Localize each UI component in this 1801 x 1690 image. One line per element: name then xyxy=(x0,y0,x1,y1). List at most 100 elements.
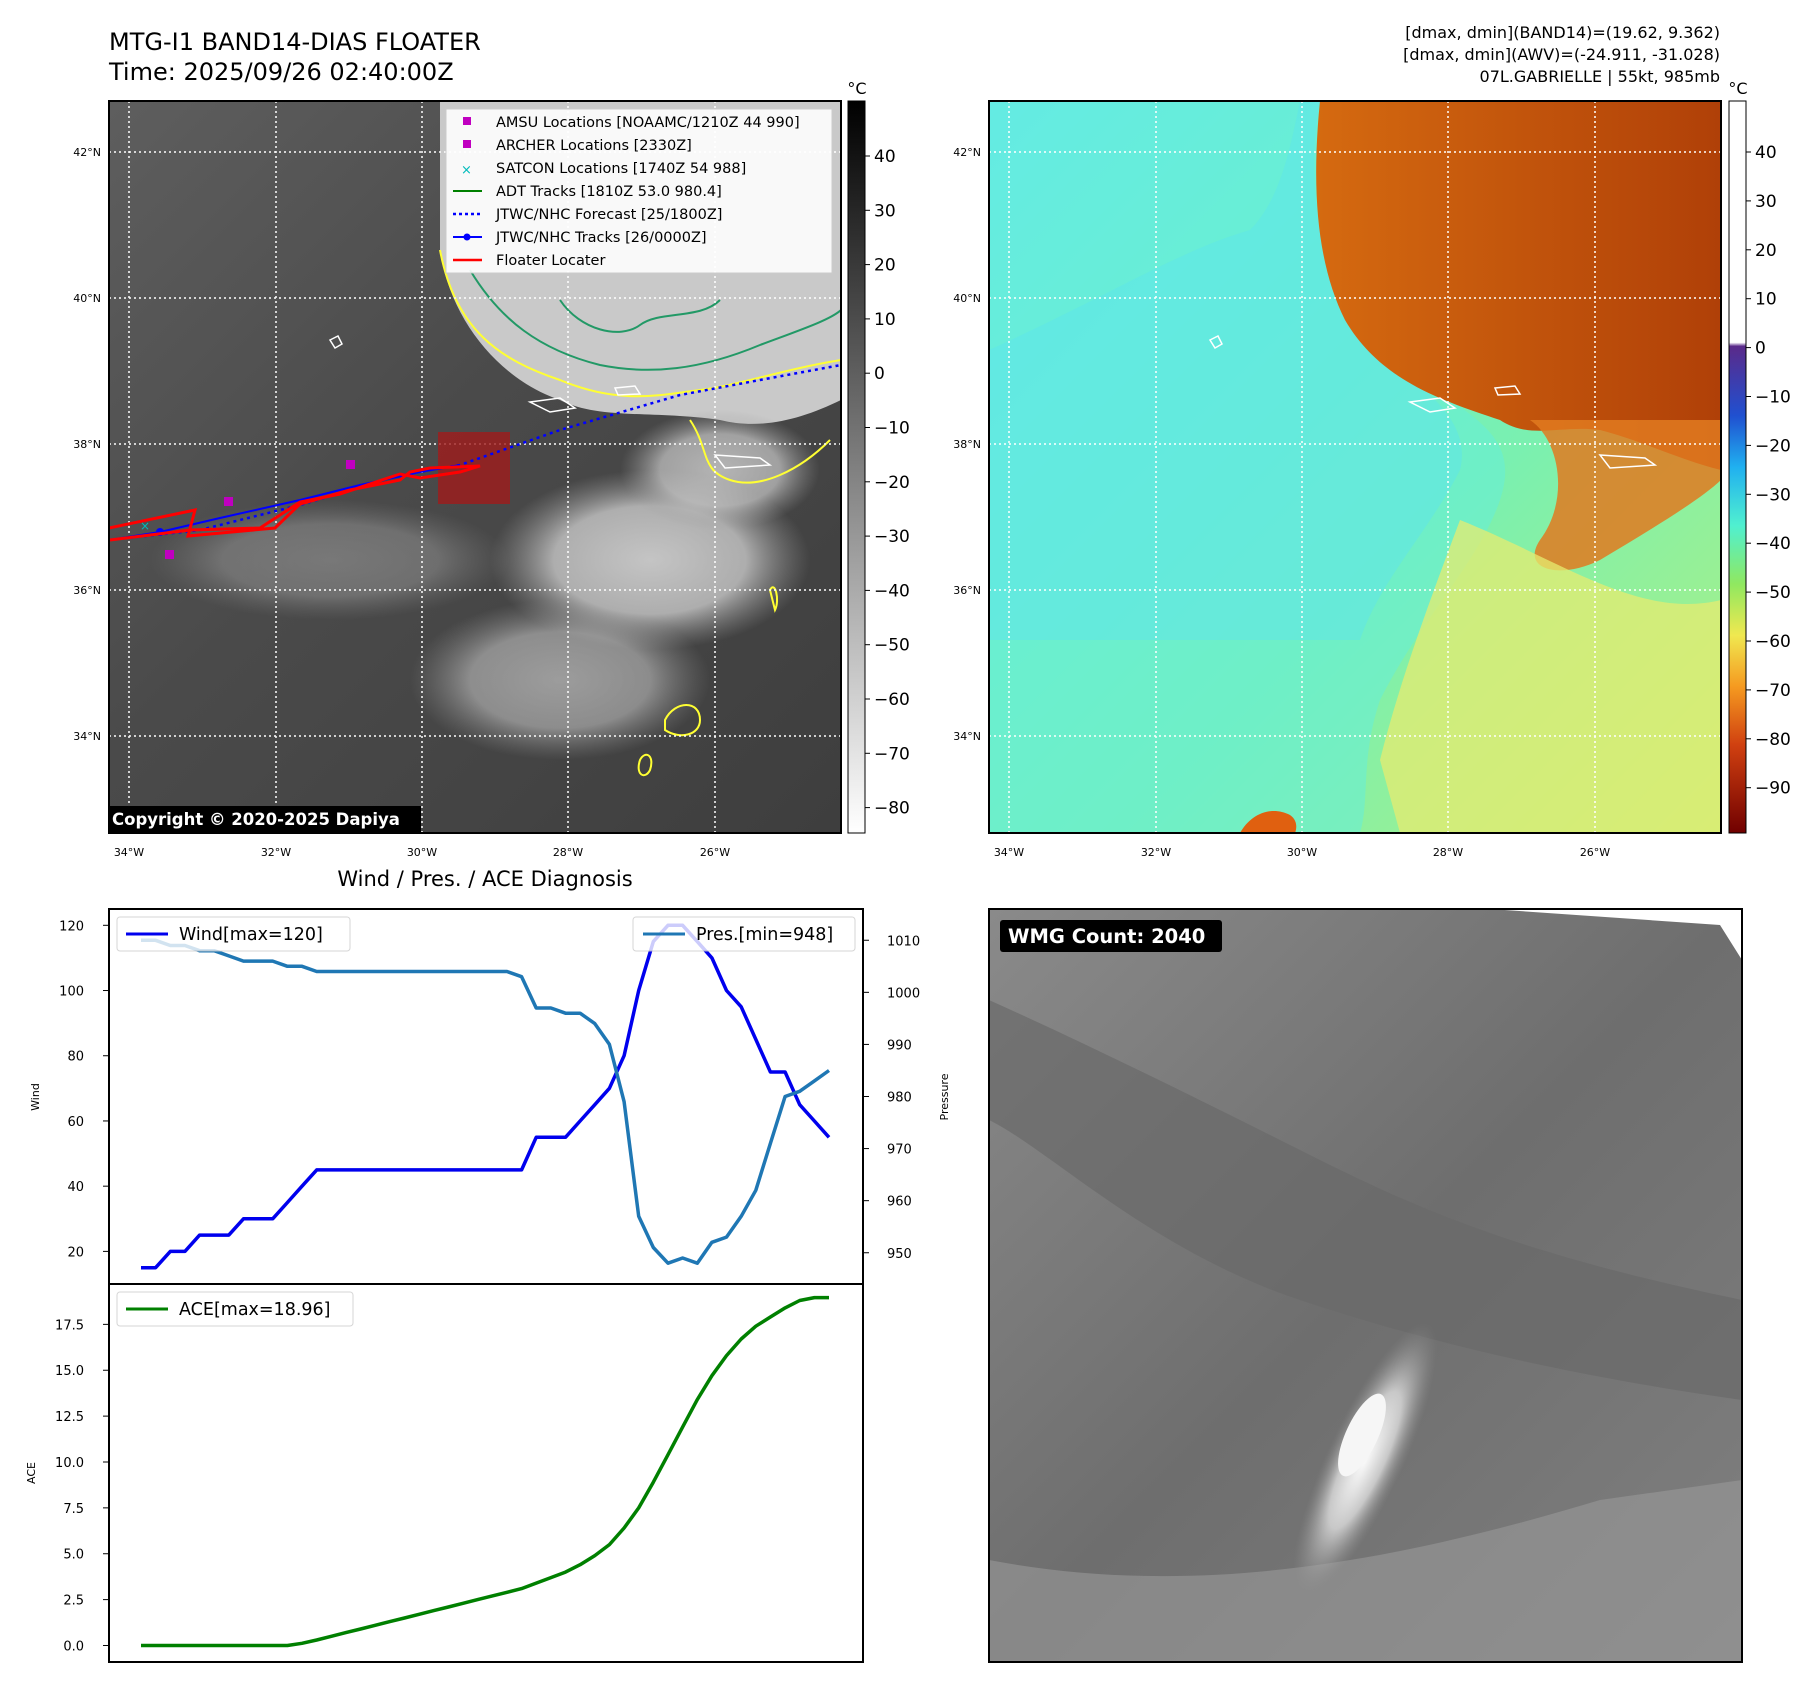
wmg-frame xyxy=(988,908,1743,1663)
ir-lon-34: 34°W xyxy=(114,846,144,859)
pressure-series-line xyxy=(141,938,831,1265)
awv-island-flores xyxy=(1208,334,1223,350)
title-line1: MTG-I1 BAND14-DIAS FLOATER xyxy=(109,28,481,56)
pres-tick-label: 990 xyxy=(887,1038,912,1053)
awv-lon-32: 32°W xyxy=(1141,846,1171,859)
wind-tick-label: 120 xyxy=(59,919,84,934)
island-pico xyxy=(527,397,578,413)
ir-lat-42: 42°N xyxy=(73,146,101,159)
cloud-band-4 xyxy=(150,500,510,620)
copyright: Copyright © 2020-2025 Dapiya xyxy=(112,810,400,829)
wind-series-line xyxy=(141,923,831,1270)
wmg-panel xyxy=(989,909,1742,1662)
wmg-white-corner xyxy=(1490,909,1742,960)
wind-legend: Wind[max=120] xyxy=(116,916,351,952)
ir-colorbar-tick-label: 10 xyxy=(874,310,896,330)
awv-colorbar-tick-label: 10 xyxy=(1755,290,1777,310)
awv-lat-42: 42°N xyxy=(953,146,981,159)
ace-tick-label: 10.0 xyxy=(55,1456,84,1471)
amsu-marker xyxy=(224,497,233,506)
ace-tick-label: 7.5 xyxy=(63,1502,84,1517)
awv-dry-corner xyxy=(1240,811,1297,833)
ace-tick-label: 15.0 xyxy=(55,1364,84,1379)
ir-colorbar-tick-label: 20 xyxy=(874,256,896,276)
awv-colorbar-tick-label: −30 xyxy=(1755,485,1791,505)
wmg-label-box xyxy=(1000,920,1222,952)
archer-marker-1 xyxy=(346,460,355,469)
ace-series-line xyxy=(141,1295,829,1648)
ir-lat-labels: 42°N 40°N 38°N 36°N 34°N xyxy=(73,146,101,743)
pres-tick-label: 970 xyxy=(887,1143,912,1158)
cold-contour-yellow xyxy=(439,249,841,398)
awv-moist-tongue xyxy=(989,101,1506,833)
ir-colorbar-tick-label: 40 xyxy=(874,147,896,167)
island-terceira xyxy=(613,385,642,396)
island-saomiguel xyxy=(713,454,773,469)
wind-pres-frame xyxy=(108,908,864,1285)
ace-legend-label: ACE[max=18.96] xyxy=(179,1300,330,1320)
awv-lon-34: 34°W xyxy=(994,846,1024,859)
cold-contour-yellow5 xyxy=(637,753,653,777)
ir-lon-32: 32°W xyxy=(261,846,291,859)
wmg-light-band xyxy=(989,1480,1742,1662)
cold-contour-yellow2 xyxy=(689,419,831,484)
awv-lon-labels: 34°W 32°W 30°W 28°W 26°W xyxy=(994,846,1610,859)
ir-lat-38: 38°N xyxy=(73,438,101,451)
awv-island-saomiguel xyxy=(1598,454,1658,469)
awv-colorbar-tick-label: −60 xyxy=(1755,632,1791,652)
ir-colorbar-tick-label: −70 xyxy=(874,744,910,764)
awv-colorbar-tick-label: −10 xyxy=(1755,388,1791,408)
island-flores xyxy=(328,334,343,350)
ace-frame xyxy=(108,1283,864,1663)
awv-colorbar-tick-label: −90 xyxy=(1755,779,1791,799)
awv-colorbar-tick-label: −50 xyxy=(1755,583,1791,603)
cold-contour-green2 xyxy=(559,299,721,333)
wind-axis-label: Wind xyxy=(29,1083,42,1111)
ir-colorbar-tick-label: 0 xyxy=(874,364,885,384)
ace-chart: 0.0 2.5 5.0 7.5 10.0 12.5 15.0 17.5 ACE ACE[max… xyxy=(25,1283,864,1663)
awv-island-terceira xyxy=(1493,385,1522,396)
ir-colorbar: °C 40 30 20 10 0 −10 −20 −30 −40 −50 −60 −70 −80 xyxy=(847,79,910,834)
ace-axis-label: ACE xyxy=(25,1462,38,1484)
legend-satcon: SATCON Locations [1740Z 54 988] xyxy=(496,161,746,177)
map-legend: AMSU Locations [NOAAMC/1210Z 44 990] ARC… xyxy=(445,108,833,274)
wind-tick-label: 100 xyxy=(59,985,84,1000)
awv-lat-38: 38°N xyxy=(953,438,981,451)
info-line3: 07L.GABRIELLE | 55kt, 985mb xyxy=(1480,67,1720,86)
legend-archer: ARCHER Locations [2330Z] xyxy=(496,138,692,154)
wind-legend-label: Wind[max=120] xyxy=(179,925,323,945)
awv-cyan-region xyxy=(989,101,1462,640)
awv-dry-slot xyxy=(1316,101,1721,470)
wind-tick-label: 80 xyxy=(67,1050,84,1065)
cloud-band-3 xyxy=(620,410,820,530)
awv-colorbar-tick-label: −70 xyxy=(1755,681,1791,701)
ir-colorbar-tick-label: −80 xyxy=(874,799,910,819)
copyright-box xyxy=(108,806,421,832)
cold-contour-yellow3 xyxy=(664,704,702,737)
legend-amsu: AMSU Locations [NOAAMC/1210Z 44 990] xyxy=(496,115,800,131)
ace-tick-label: 12.5 xyxy=(55,1410,84,1425)
awv-colorbar-tick-label: 40 xyxy=(1755,143,1777,163)
wmg-hot-core xyxy=(1338,1393,1386,1477)
ir-colorbar-tick-label: −20 xyxy=(874,473,910,493)
diagnosis-title: Wind / Pres. / ACE Diagnosis xyxy=(337,867,632,891)
ace-tick-label: 2.5 xyxy=(63,1594,84,1609)
pres-tick-label: 1000 xyxy=(887,986,920,1001)
ir-lat-34: 34°N xyxy=(73,730,101,743)
satcon-marker: × xyxy=(140,519,150,533)
awv-lat-40: 40°N xyxy=(953,292,981,305)
cold-contour-green xyxy=(469,269,841,371)
cloud-band-2 xyxy=(410,600,710,760)
pres-tick-label: 980 xyxy=(887,1091,912,1106)
awv-lat-34: 34°N xyxy=(953,730,981,743)
pressure-axis-label: Pressure xyxy=(938,1073,951,1120)
floater-locater-track xyxy=(109,464,481,542)
ace-tick-label: 0.0 xyxy=(63,1639,84,1654)
wind-tick-label: 40 xyxy=(67,1180,84,1195)
wmg-dark-band xyxy=(989,1000,1742,1400)
ir-lon-30: 30°W xyxy=(407,846,437,859)
awv-lat-36: 36°N xyxy=(953,584,981,597)
ace-legend: ACE[max=18.96] xyxy=(116,1291,354,1327)
ir-lon-26: 26°W xyxy=(700,846,730,859)
